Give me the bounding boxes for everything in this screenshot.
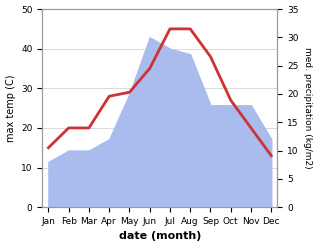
Y-axis label: max temp (C): max temp (C) — [5, 74, 16, 142]
Y-axis label: med. precipitation (kg/m2): med. precipitation (kg/m2) — [303, 47, 313, 169]
X-axis label: date (month): date (month) — [119, 231, 201, 242]
